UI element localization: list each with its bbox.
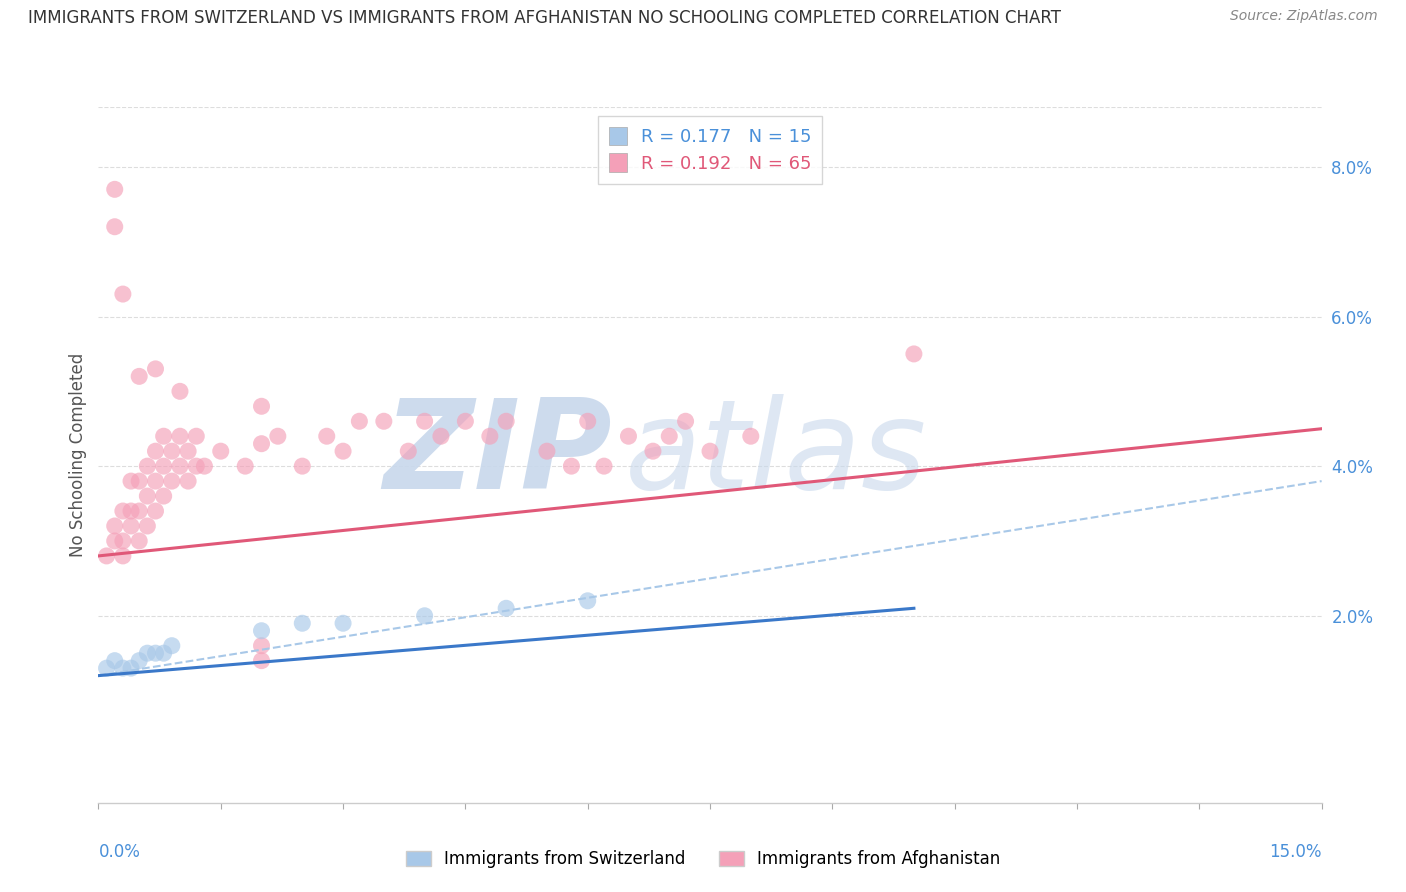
Point [152, 459, 174, 474]
Point [160, 639, 183, 653]
Legend: Immigrants from Switzerland, Immigrants from Afghanistan: Immigrants from Switzerland, Immigrants … [399, 844, 1007, 875]
Point [617, 429, 640, 443]
Point [177, 444, 200, 458]
Point [291, 616, 314, 631]
Point [675, 414, 697, 428]
Point [641, 444, 664, 458]
Point [136, 489, 159, 503]
Point [413, 608, 436, 623]
Point [145, 504, 167, 518]
Point [152, 489, 174, 503]
Point [332, 444, 354, 458]
Point [96, 661, 118, 675]
Point [120, 661, 142, 675]
Point [169, 459, 191, 474]
Point [373, 414, 395, 428]
Point [454, 414, 477, 428]
Text: ZIP: ZIP [384, 394, 612, 516]
Point [250, 654, 273, 668]
Point [104, 533, 127, 548]
Text: IMMIGRANTS FROM SWITZERLAND VS IMMIGRANTS FROM AFGHANISTAN NO SCHOOLING COMPLETE: IMMIGRANTS FROM SWITZERLAND VS IMMIGRANT… [28, 9, 1062, 27]
Point [104, 654, 127, 668]
Point [332, 616, 354, 631]
Point [349, 414, 371, 428]
Point [111, 287, 134, 301]
Y-axis label: No Schooling Completed: No Schooling Completed [69, 353, 87, 557]
Text: 0.0%: 0.0% [98, 843, 141, 861]
Point [145, 646, 167, 660]
Point [111, 549, 134, 563]
Point [145, 362, 167, 376]
Point [413, 414, 436, 428]
Point [120, 519, 142, 533]
Point [186, 429, 208, 443]
Point [128, 474, 150, 488]
Point [128, 504, 150, 518]
Point [136, 646, 159, 660]
Point [250, 624, 273, 638]
Point [160, 474, 183, 488]
Point [740, 429, 762, 443]
Point [478, 429, 501, 443]
Text: atlas: atlas [624, 394, 927, 516]
Point [186, 459, 208, 474]
Point [576, 594, 599, 608]
Point [560, 459, 582, 474]
Point [250, 399, 273, 413]
Point [136, 519, 159, 533]
Point [128, 654, 150, 668]
Point [193, 459, 215, 474]
Point [96, 549, 118, 563]
Point [128, 533, 150, 548]
Point [104, 519, 127, 533]
Point [152, 429, 174, 443]
Point [267, 429, 290, 443]
Point [903, 347, 925, 361]
Point [250, 639, 273, 653]
Point [120, 504, 142, 518]
Point [145, 444, 167, 458]
Point [209, 444, 232, 458]
Point [658, 429, 681, 443]
Point [160, 444, 183, 458]
Point [136, 459, 159, 474]
Point [111, 504, 134, 518]
Point [111, 533, 134, 548]
Point [120, 474, 142, 488]
Point [169, 429, 191, 443]
Point [104, 182, 127, 196]
Point [177, 474, 200, 488]
Point [233, 459, 256, 474]
Text: 15.0%: 15.0% [1270, 843, 1322, 861]
Point [430, 429, 453, 443]
Point [699, 444, 721, 458]
Point [495, 414, 517, 428]
Point [169, 384, 191, 399]
Point [291, 459, 314, 474]
Point [152, 646, 174, 660]
Point [111, 661, 134, 675]
Point [315, 429, 337, 443]
Point [536, 444, 558, 458]
Point [104, 219, 127, 234]
Point [495, 601, 517, 615]
Legend: R = 0.177   N = 15, R = 0.192   N = 65: R = 0.177 N = 15, R = 0.192 N = 65 [598, 116, 823, 184]
Point [128, 369, 150, 384]
Point [593, 459, 616, 474]
Point [576, 414, 599, 428]
Point [396, 444, 419, 458]
Point [145, 474, 167, 488]
Point [250, 436, 273, 450]
Text: Source: ZipAtlas.com: Source: ZipAtlas.com [1230, 9, 1378, 23]
